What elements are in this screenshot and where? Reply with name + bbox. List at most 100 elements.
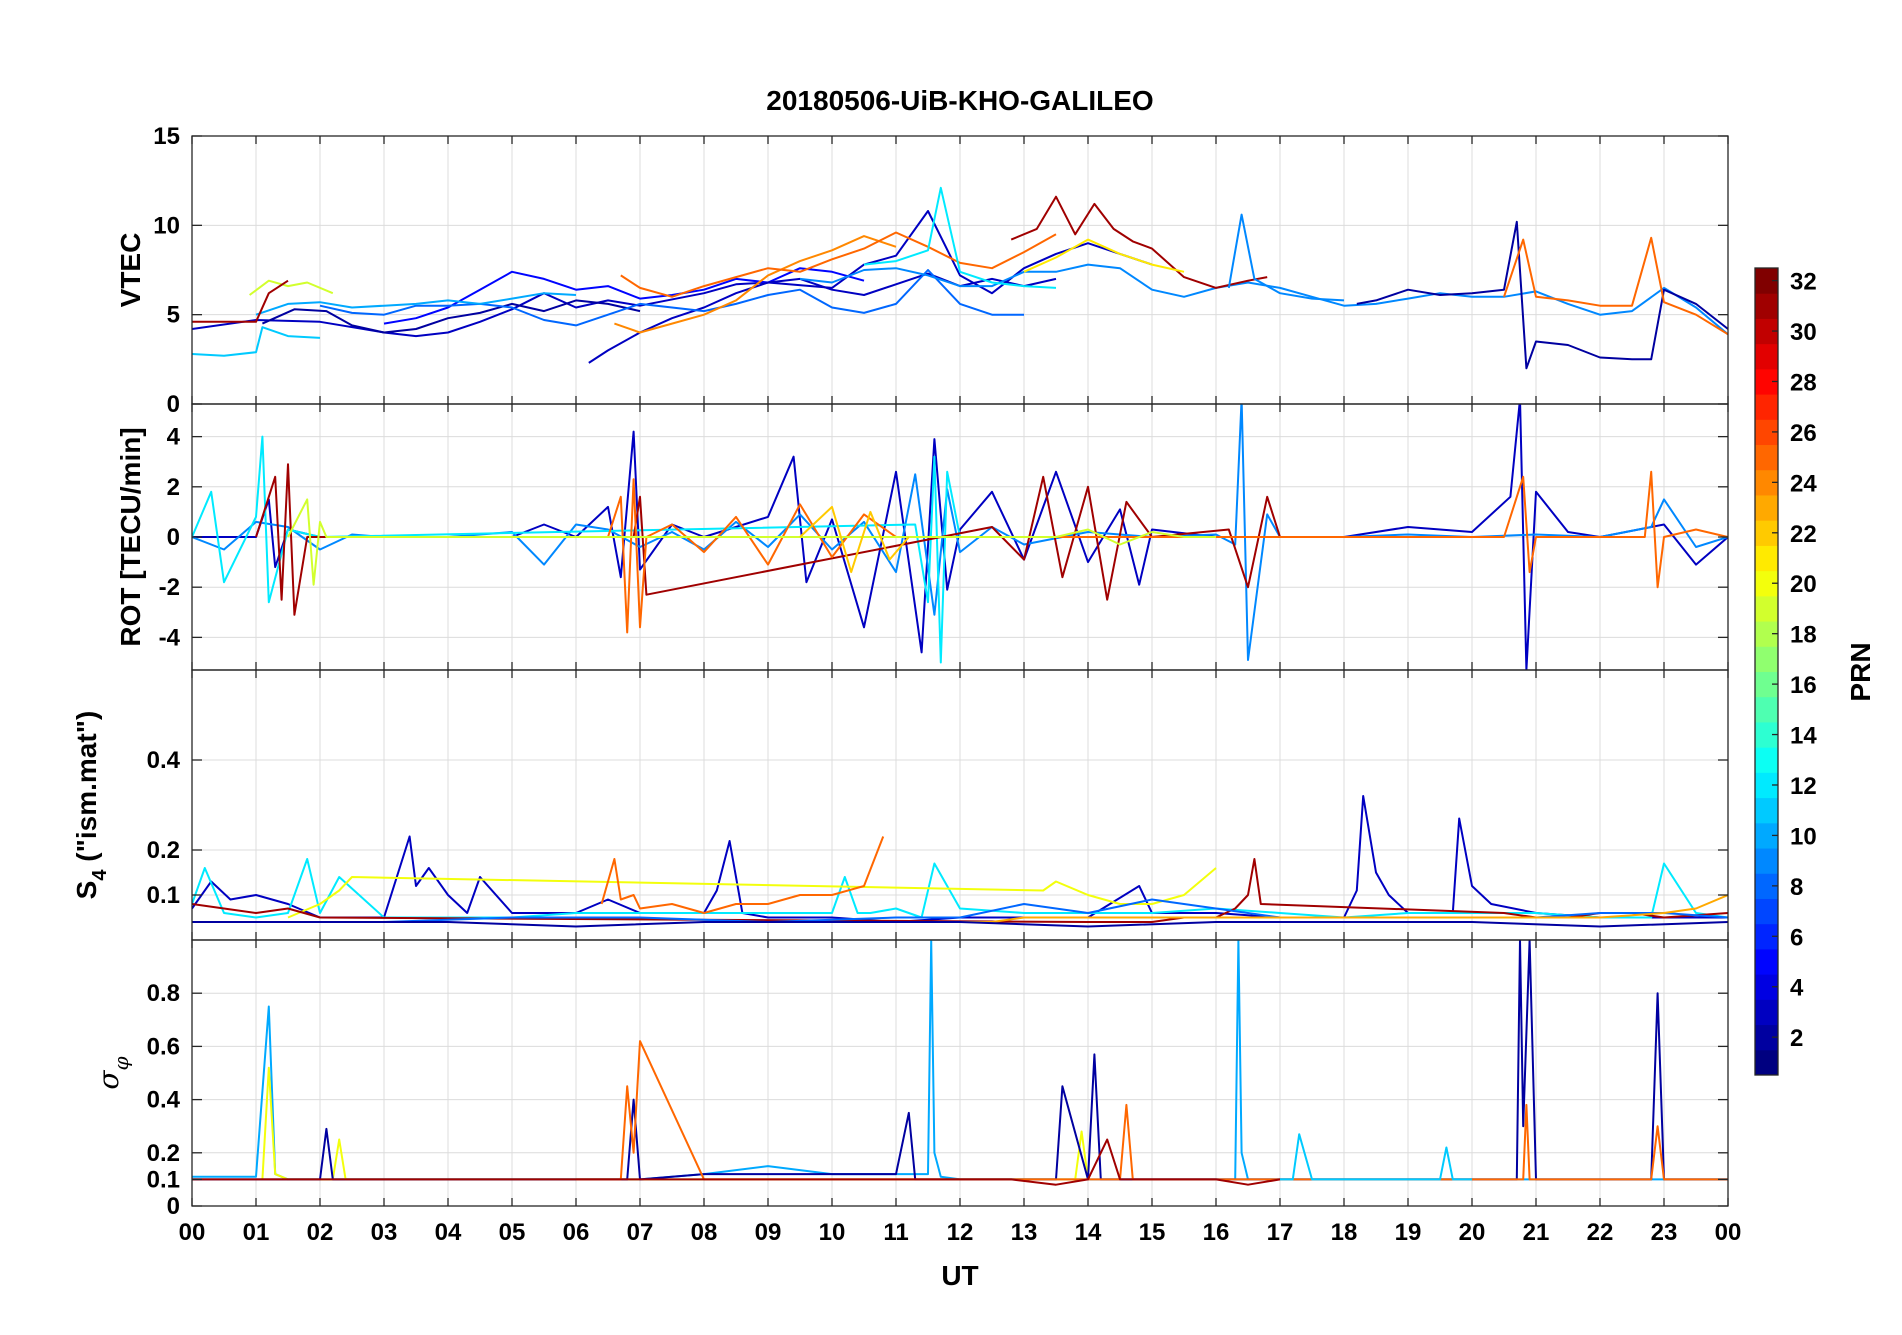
series-prn-12-trace [863,186,1057,289]
x-tick-label: 14 [1075,1219,1102,1246]
colorbar-swatch [1755,444,1778,471]
x-tick-label: 16 [1203,1219,1230,1246]
colorbar-swatch [1755,343,1778,370]
series-prn-10-trace [255,292,577,316]
colorbar-tick-label: 10 [1790,823,1817,850]
x-tick-label: 15 [1139,1219,1166,1246]
colorbar-swatch [1755,621,1778,647]
colorbar-swatch [1755,646,1778,672]
y-axis-label-subscript: 4 [89,869,111,881]
x-tick-label: 00 [1715,1219,1742,1246]
y-tick-label: 0.8 [147,980,180,1007]
colorbar-tick-label: 24 [1790,470,1817,497]
panel-1: 0 5 10 15 VTEC [115,123,1729,418]
x-tick-label: 03 [371,1219,398,1246]
series-prn-11-trace [192,326,321,357]
colorbar-label: PRN [1845,642,1876,701]
series-prn-5-trace [383,267,865,325]
x-tick-label: 12 [947,1219,974,1246]
colorbar-swatch [1755,721,1778,748]
y-axis-label: ROT [TECU/min] [115,427,146,646]
y-tick-label: 0.6 [147,1033,180,1060]
y-axis-label: VTEC [115,233,146,308]
y-tick-label: -4 [159,624,181,651]
x-tick-label: 19 [1395,1219,1422,1246]
colorbar-swatch [1755,545,1778,572]
colorbar-tick-label: 6 [1790,924,1803,951]
y-tick-label: 0.2 [147,1140,180,1167]
y-tick-label: 4 [167,424,181,451]
series-prn-2-trace [261,299,641,334]
y-tick-label: -2 [159,574,180,601]
colorbar-swatch [1755,268,1778,294]
colorbar-swatch [1755,848,1778,874]
y-axis-label: σφ [92,1056,133,1089]
x-tick-label: 09 [755,1219,782,1246]
x-tick-label: 18 [1331,1219,1358,1246]
x-tick-label: 11 [883,1219,908,1246]
x-tick-label: 02 [307,1219,334,1246]
colorbar-tick-label: 18 [1790,622,1817,649]
series-group [192,940,1728,1186]
y-axis-label-main: S [71,881,102,900]
x-tick-label: 20 [1459,1219,1486,1246]
series-prn-22-trace [799,505,910,574]
y-axis-label: S4 ("ism.mat") [71,711,111,900]
x-tick-label: 08 [691,1219,718,1246]
y-tick-label: 0 [167,1193,180,1220]
colorbar-swatch [1755,747,1778,773]
series-prn-31-trace [192,1138,1281,1186]
colorbar-swatch [1755,318,1778,345]
colorbar-tick-label: 26 [1790,420,1817,447]
series-prn-8-trace [319,269,1024,327]
series-prn-2-trace [1356,220,1728,370]
colorbar-swatch [1755,570,1778,597]
x-tick-label: 04 [435,1219,462,1246]
x-tick-label: 05 [499,1219,526,1246]
colorbar-tick-label: 16 [1790,672,1817,699]
x-tick-label: 00 [179,1219,206,1246]
colorbar-swatch [1755,494,1778,521]
series-prn-24-trace [614,235,897,334]
colorbar-swatch [1755,923,1778,950]
panel-3: 0.1 0.2 0.4 S4 ("ism.mat") [71,669,1729,941]
x-tick-label: 13 [1011,1219,1038,1246]
series-prn-8-trace [383,898,1728,923]
colorbar-swatch [1755,898,1778,925]
series-prn-11-trace [1280,1133,1472,1181]
y-tick-label: 15 [153,123,180,150]
colorbar-swatch [1755,394,1778,420]
colorbar-swatch [1755,999,1778,1026]
series-prn-25-trace [620,231,1057,298]
series-group [192,404,1728,670]
colorbar-tick-label: 12 [1790,773,1817,800]
series-prn-31-trace [1010,195,1268,289]
series-prn-23-trace [928,894,1728,923]
colorbar-swatch [1755,772,1778,799]
y-tick-label: 2 [167,474,180,501]
series-prn-19-trace [249,279,334,296]
x-tick-label: 07 [627,1219,654,1246]
y-axis-label-main: σ [92,1070,125,1090]
colorbar-swatch [1755,1024,1778,1051]
colorbar-swatch [1755,520,1778,546]
y-tick-label: 0 [167,391,180,418]
series-prn-12-trace [192,435,961,664]
x-tick-label: 23 [1651,1219,1678,1246]
colorbar-swatch [1755,368,1778,395]
y-tick-label: 0 [167,524,180,551]
panel-4: 00.10.2 0.4 0.6 0.8 σφ 00 01 02 03 04 05 06 07 08 09 10… [92,939,1742,1246]
colorbar-swatch [1755,948,1778,975]
series-prn-31-trace [192,279,289,323]
colorbar-tick-label: 4 [1790,975,1804,1002]
x-tick-label: 10 [819,1219,846,1246]
y-tick-label: 0.4 [147,1087,181,1114]
colorbar-swatch [1755,671,1778,698]
series-prn-25-trace [607,470,1728,634]
colorbar-swatch [1755,419,1778,446]
colorbar-tick-label: 20 [1790,571,1817,598]
